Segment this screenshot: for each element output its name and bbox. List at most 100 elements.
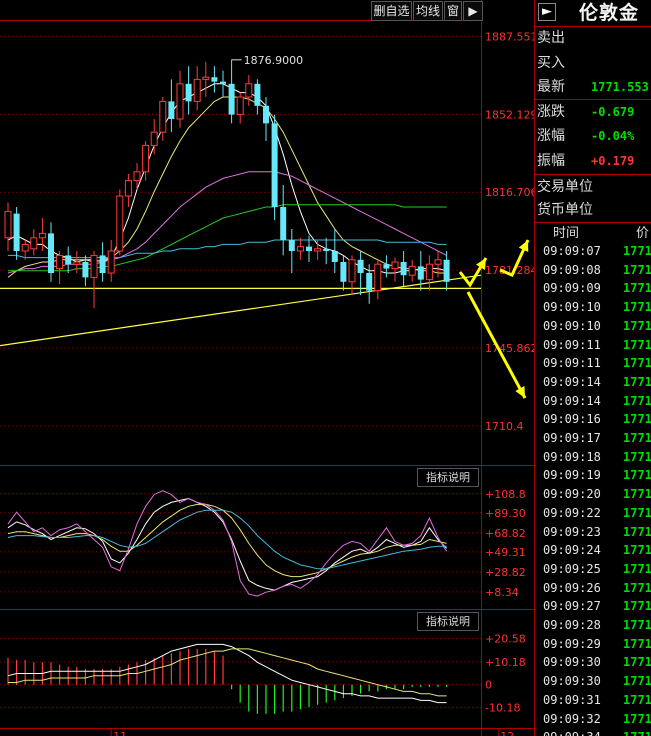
- tick-price: 1771: [623, 244, 651, 258]
- tick-time-header: 时间: [553, 226, 580, 241]
- frame-line: [0, 20, 481, 21]
- arrow-head: [518, 240, 529, 252]
- candle-body: [168, 101, 175, 119]
- tick-row: 09:09:27 1771: [535, 599, 651, 618]
- tick-row: 09:09:29 1771: [535, 637, 651, 656]
- arrow-head: [515, 386, 525, 398]
- y-tick-label: 1781.284: [485, 264, 534, 277]
- candle-body: [124, 180, 132, 197]
- tick-time: 09:09:26: [543, 580, 601, 595]
- tick-row: 09:09:30 1771: [535, 655, 651, 674]
- candle-body: [306, 246, 312, 251]
- quote-panel: ► 伦敦金 卖出 买入 最新 1771.553 涨跌 -0.679 涨幅 -0.04% 振幅 +0…: [534, 0, 651, 736]
- tick-price: 1771: [623, 337, 651, 352]
- macd-dif-line: [7, 643, 447, 704]
- window-button[interactable]: 窗: [444, 1, 462, 21]
- candle-body: [314, 248, 322, 252]
- candle-body: [391, 261, 399, 270]
- candle-body: [202, 76, 210, 80]
- y-tick-label: 1710.4: [485, 420, 524, 433]
- candle-body: [99, 255, 106, 273]
- quote-label: 振幅: [537, 152, 565, 169]
- tick-time: 09:09:23: [543, 524, 601, 539]
- tick-price: 1771: [623, 262, 651, 277]
- candle-body: [4, 210, 12, 239]
- tick-row: 09:09:25 1771: [535, 562, 651, 581]
- tick-row: 09:09:17 1771: [535, 431, 651, 450]
- y-tick-label: +20.58: [485, 633, 526, 646]
- tick-row: 09:09:09 1771: [535, 281, 651, 300]
- quote-title-bar: ► 伦敦金: [535, 0, 651, 27]
- quote-value: +0.179: [591, 153, 635, 168]
- candle-body: [374, 263, 382, 292]
- tick-time: 09:09:18: [543, 449, 601, 464]
- annotation-arrow: [499, 239, 530, 277]
- candle-body: [254, 83, 261, 106]
- macd-dea-line: [8, 648, 447, 697]
- indicator-help-button[interactable]: 指标说明: [417, 468, 479, 487]
- tick-price: 1771: [623, 505, 651, 520]
- candle-body: [400, 262, 407, 276]
- candle-body: [48, 233, 54, 273]
- moving-average-line: [7, 96, 447, 278]
- tick-price: 1771: [623, 393, 651, 408]
- tick-row: 09:09:24 1771: [535, 543, 651, 562]
- tick-time: 09:09:19: [543, 468, 601, 483]
- remove-favorite-button[interactable]: 删自选: [371, 1, 412, 21]
- tick-time: 09:09:08: [543, 262, 601, 277]
- oscillator-line: [7, 497, 447, 591]
- y-tick-label: 1887.551: [485, 30, 534, 43]
- tick-time: 09:09:24: [543, 543, 601, 558]
- y-tick-label: +10.18: [485, 656, 526, 669]
- candle-body: [417, 266, 424, 280]
- tick-time: 09:09:09: [543, 281, 601, 296]
- collapse-arrow-icon[interactable]: ►: [538, 3, 556, 21]
- moving-average-button[interactable]: 均线: [413, 1, 443, 21]
- candle-body: [211, 77, 218, 82]
- tick-price: 1771: [623, 580, 651, 595]
- tick-price: 1771: [623, 543, 651, 558]
- time-axis-line: [0, 728, 534, 729]
- annotation-arrow: [466, 291, 527, 399]
- tick-row: 09:09:16 1771: [535, 412, 651, 431]
- candle-body: [133, 171, 141, 182]
- tick-time: 09:09:31: [543, 692, 601, 707]
- quote-value: 1771.553: [591, 80, 649, 94]
- moving-average-line: [8, 204, 447, 272]
- candle-body: [425, 263, 433, 281]
- y-tick-label: +49.31: [485, 546, 526, 559]
- tick-time: 09:09:17: [543, 431, 601, 445]
- tick-price: 1771: [623, 524, 651, 539]
- candle-body: [38, 232, 46, 239]
- tick-time: 09:09:14: [543, 393, 601, 408]
- tick-row: 09:09:10 1771: [535, 300, 651, 319]
- tick-row: 09:09:14 1771: [535, 375, 651, 394]
- candle-body: [383, 264, 390, 269]
- tick-row: 09:09:23 1771: [535, 525, 651, 544]
- candle-body: [107, 250, 115, 274]
- candle-body: [30, 237, 38, 250]
- tick-time: 09:09:27: [543, 599, 601, 614]
- moving-average-line: [7, 83, 447, 274]
- candle-body: [65, 255, 72, 265]
- tick-time: 09:09:30: [543, 655, 601, 670]
- tick-time: 09:09:11: [543, 356, 601, 371]
- candle-body: [116, 195, 124, 252]
- tick-row: 09:09:14 1771: [535, 394, 651, 413]
- tick-time: 09:09:11: [543, 337, 601, 352]
- quote-label: 涨幅: [537, 128, 565, 144]
- candle-body: [357, 259, 364, 273]
- tick-row: 09:09:11 1771: [535, 338, 651, 357]
- instrument-name: 伦敦金: [579, 2, 640, 24]
- candle-body: [193, 78, 201, 102]
- x-tick-label: 12: [500, 730, 514, 736]
- candle-body: [408, 265, 416, 276]
- pane-divider: [0, 609, 534, 610]
- tick-time: 09:09:10: [543, 300, 601, 315]
- indicator-help-button[interactable]: 指标说明: [417, 612, 479, 631]
- tick-row: 09:09:07 1771: [535, 244, 651, 263]
- tick-time: 09:09:32: [543, 711, 601, 726]
- expand-arrow-icon[interactable]: ▶: [463, 1, 483, 21]
- candle-body: [220, 81, 226, 84]
- candle-body: [280, 207, 287, 240]
